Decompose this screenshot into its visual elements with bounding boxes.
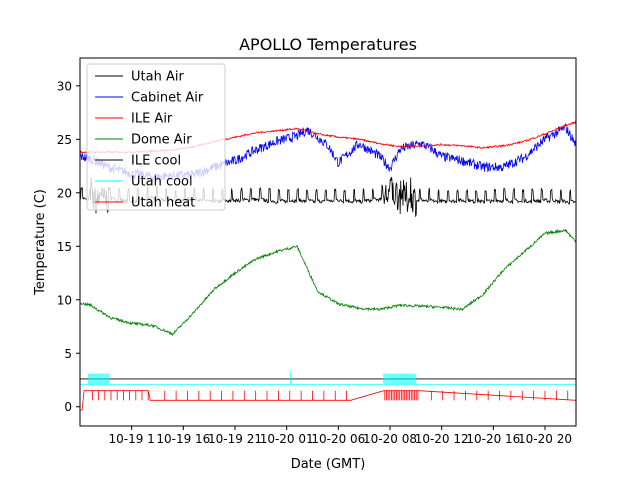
legend-label: Utah Air xyxy=(131,70,184,85)
x-tick-label: 10-20 06 xyxy=(311,432,365,446)
legend-label: ILE Air xyxy=(131,112,173,127)
axes-frame xyxy=(79,57,577,427)
x-tick-label: 10-20 01 xyxy=(260,432,314,446)
legend-label: Dome Air xyxy=(131,133,192,148)
x-tick-label: 10-19 21 xyxy=(208,432,262,446)
y-tick-label: 25 xyxy=(57,133,72,147)
y-tick-label: 15 xyxy=(57,240,72,254)
y-tick-label: 5 xyxy=(64,347,72,361)
legend-box xyxy=(86,63,226,211)
x-axis-label: Date (GMT) xyxy=(291,457,366,472)
x-tick-label: 10-20 12 xyxy=(415,432,469,446)
y-tick-label: 20 xyxy=(57,186,72,200)
legend-label: Cabinet Air xyxy=(131,91,204,106)
x-tick-label: 10-20 20 xyxy=(518,432,572,446)
utah-cool-bursts xyxy=(87,371,417,385)
x-tick-label: 10-19 1 xyxy=(109,432,155,446)
y-tick-label: 0 xyxy=(64,400,72,414)
legend-label: Utah cool xyxy=(131,175,193,190)
x-tick-label: 10-20 16 xyxy=(466,432,520,446)
y-axis-label: Temperature (C) xyxy=(33,189,48,296)
y-tick-label: 30 xyxy=(57,79,72,93)
legend-label: Utah heat xyxy=(131,196,195,211)
legend: Utah Air Cabinet Air ILE Air Dome Air ILE co… xyxy=(86,63,226,211)
chart-title: APOLLO Temperatures xyxy=(239,35,417,54)
x-tick-label: 10-20 08 xyxy=(363,432,417,446)
series-line-utah-heat xyxy=(80,390,576,411)
series-line-dome-air xyxy=(80,228,576,336)
x-tick-label: 10-19 16 xyxy=(156,432,210,446)
legend-label: ILE cool xyxy=(131,154,181,169)
utah-heat-pulses xyxy=(92,390,569,401)
y-tick-label: 10 xyxy=(57,293,72,307)
